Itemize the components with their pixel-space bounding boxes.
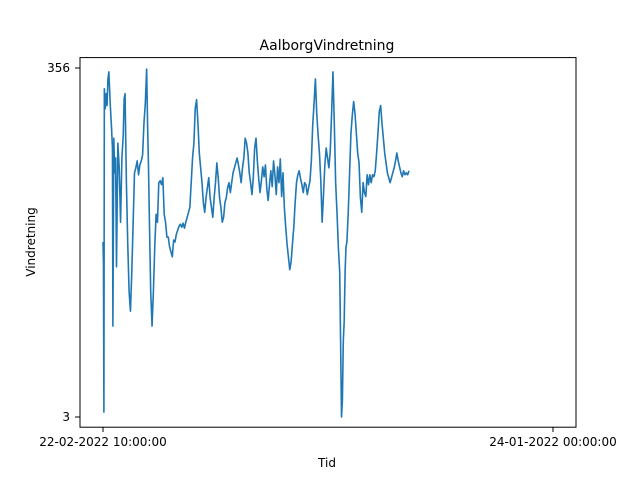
series-line-0 [102,68,410,418]
y-tick-label-max: 356 [47,61,70,75]
y-tick-label-min: 3 [62,410,70,424]
plot-frame [79,57,577,428]
x-tick-label-start: 22-02-2022 10:00:00 [39,435,166,449]
x-axis-label: Tid [317,456,336,470]
y-axis-label: Vindretning [24,207,38,276]
plot-area [102,68,410,418]
chart-title: AalborgVindretning [260,38,395,54]
x-tick-label-end: 24-01-2022 00:00:00 [489,435,616,449]
